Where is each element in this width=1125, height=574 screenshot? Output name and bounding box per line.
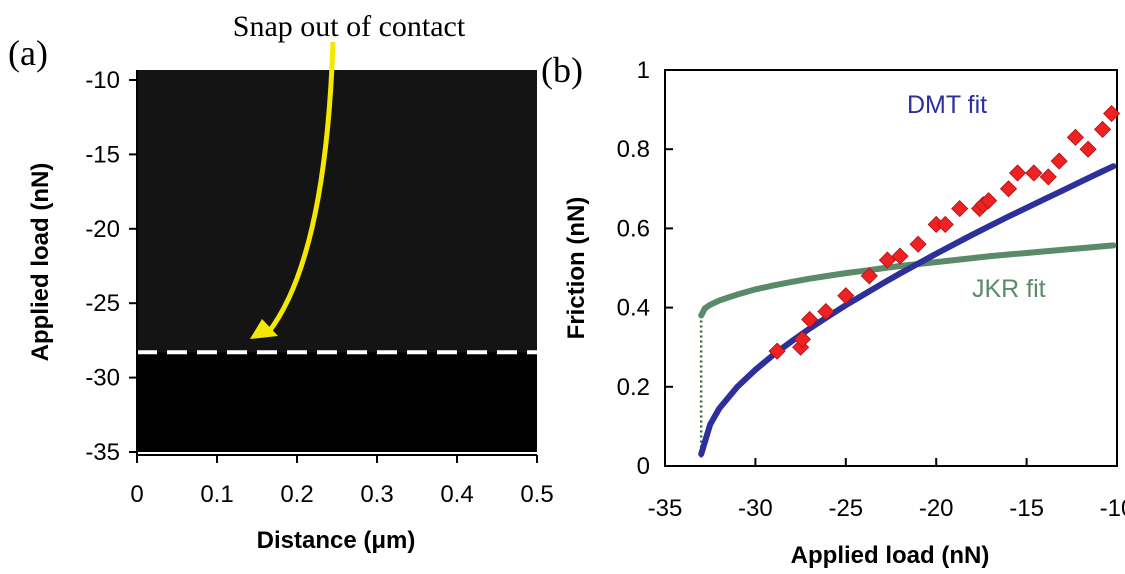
data-point xyxy=(860,267,878,285)
data-point xyxy=(980,192,998,210)
panel-b-y-tick-label: 0.4 xyxy=(617,295,650,322)
panel-b-y-tick-label: 0 xyxy=(637,453,650,480)
panel-a-y-tick-label: -30 xyxy=(85,365,120,392)
data-point xyxy=(891,247,909,265)
panel-a-y-tick-label: -10 xyxy=(85,67,120,94)
data-point xyxy=(1039,168,1057,186)
data-point xyxy=(1025,164,1043,182)
panel-a-label: (a) xyxy=(8,33,48,73)
data-point xyxy=(1050,152,1068,170)
panel-b-y-tick-label: 1 xyxy=(637,57,650,84)
snap-annotation: Snap out of contact xyxy=(233,10,466,43)
panel-b-x-tick-label: -10 xyxy=(1100,495,1125,522)
panel-a-x-tick-label: 0.5 xyxy=(520,481,553,508)
friction-data-points xyxy=(768,104,1121,360)
data-point xyxy=(817,302,835,321)
data-point xyxy=(1093,120,1112,138)
panel-a-x-tick-label: 0 xyxy=(130,481,143,508)
data-point xyxy=(999,180,1018,198)
data-point xyxy=(768,342,786,360)
data-point xyxy=(837,287,855,305)
snap-arrow-shaft xyxy=(266,41,336,335)
dmt-fit-line xyxy=(698,163,1117,458)
snap-region xyxy=(137,352,537,452)
panel-b-y-ticks: 0 0.2 0.4 0.6 0.8 1 xyxy=(617,57,673,480)
heatmap-image xyxy=(137,70,537,452)
panel-b-x-tick-label: -30 xyxy=(738,495,773,522)
panel-b-x-tick-label: -35 xyxy=(648,495,683,522)
panel-b: (b) 0 0.2 0.4 0.6 0.8 1 -35 -30 -25 -20 -15 -10 DM… xyxy=(541,50,1125,569)
panel-b-y-label: Friction (nN) xyxy=(563,197,590,340)
data-point xyxy=(951,200,969,218)
panel-b-y-tick-label: 0.2 xyxy=(617,374,650,401)
data-point xyxy=(936,215,954,234)
panel-b-x-tick-label: -25 xyxy=(828,495,863,522)
heatmap-noise xyxy=(137,70,537,352)
panel-a-x-label: Distance (μm) xyxy=(257,527,416,554)
panel-a-x-tick-label: 0.4 xyxy=(440,481,473,508)
data-point xyxy=(878,251,896,269)
panel-a-y-tick-label: -20 xyxy=(85,216,120,243)
panel-b-y-tick-label: 0.6 xyxy=(617,215,650,242)
jkr-fit-label: JKR fit xyxy=(972,275,1046,303)
panel-a-x-tick-label: 0.2 xyxy=(280,481,313,508)
data-point xyxy=(1008,164,1027,182)
snap-arrow xyxy=(250,41,336,339)
panel-b-frame xyxy=(664,69,1118,467)
panel-b-y-tick-label: 0.8 xyxy=(617,136,650,163)
data-point xyxy=(801,310,819,329)
data-point xyxy=(1103,104,1121,123)
panel-a-y-label: Applied load (nN) xyxy=(27,163,54,362)
panel-b-x-ticks: -35 -30 -25 -20 -15 -10 xyxy=(648,458,1125,522)
snap-arrow-head xyxy=(250,319,278,339)
panel-a-x-tick-label: 0.3 xyxy=(360,481,393,508)
panel-b-plot-area xyxy=(698,104,1121,459)
panel-a-y-tick-label: -15 xyxy=(85,141,120,168)
panel-b-x-label: Applied load (nN) xyxy=(791,542,990,569)
data-point xyxy=(793,330,811,348)
panel-b-x-tick-label: -20 xyxy=(919,495,954,522)
panel-a-y-ticks: -10 -15 -20 -25 -30 -35 xyxy=(85,67,137,466)
data-point xyxy=(1066,128,1084,146)
data-point xyxy=(1079,140,1097,158)
panel-a-y-tick-label: -25 xyxy=(85,290,120,317)
panel-b-x-tick-label: -15 xyxy=(1009,495,1044,522)
panel-a-x-ticks: 0 0.1 0.2 0.3 0.4 0.5 xyxy=(130,455,554,508)
dmt-fit-label: DMT fit xyxy=(907,91,987,119)
panel-b-label: (b) xyxy=(541,50,583,90)
panel-a-y-tick-label: -35 xyxy=(85,439,120,466)
data-point xyxy=(909,235,927,253)
jkr-fit-line xyxy=(698,242,1117,319)
panel-a-x-tick-label: 0.1 xyxy=(200,481,233,508)
panel-a: (a) Snap out of contact -10-15-20-25-30-… xyxy=(8,10,554,554)
